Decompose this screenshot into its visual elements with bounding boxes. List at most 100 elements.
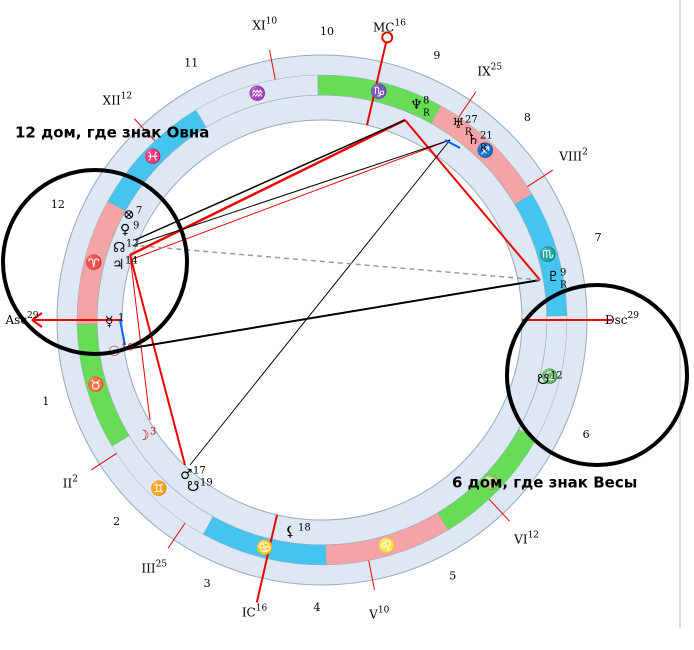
annotation: 6 дом, где знак Весы bbox=[452, 474, 637, 492]
house-number: 5 bbox=[449, 570, 456, 583]
cusp-name: IC bbox=[242, 605, 256, 619]
planet-degree: 21 bbox=[480, 131, 493, 142]
cusp-name: IX bbox=[477, 64, 491, 78]
sign-glyph: ♉ bbox=[87, 376, 104, 393]
house-cusp bbox=[269, 49, 276, 80]
sign-glyph: ♓ bbox=[144, 148, 161, 165]
aspects bbox=[119, 118, 541, 466]
retrograde: R bbox=[480, 144, 487, 154]
planet-degree: 1 bbox=[118, 313, 124, 324]
house-cusp bbox=[368, 560, 375, 591]
house-cusp-label: VIII2 bbox=[558, 147, 588, 163]
cusp-degree: 2 bbox=[72, 474, 78, 484]
house-number: 8 bbox=[524, 111, 531, 124]
cusp-degree: 29 bbox=[628, 311, 640, 321]
aspect-line bbox=[129, 244, 541, 281]
cusp-degree: 10 bbox=[378, 605, 390, 615]
cusp-name: MC bbox=[373, 20, 394, 34]
house-number: 7 bbox=[595, 231, 602, 244]
house-cusp bbox=[255, 514, 278, 603]
house-cusp-label: IC16 bbox=[242, 603, 268, 619]
cusp-name: VI bbox=[513, 532, 528, 546]
planet-degree: 3 bbox=[150, 427, 156, 438]
planet-glyph: ♆ bbox=[410, 97, 423, 113]
cusp-name: III bbox=[141, 561, 155, 575]
house-cusp-label: Dsc29 bbox=[605, 311, 639, 327]
inner-disc bbox=[121, 119, 523, 521]
aspect-line bbox=[129, 118, 406, 257]
highlight-circle bbox=[505, 283, 689, 467]
planet-glyph: ♅ bbox=[452, 116, 465, 132]
aspect-line bbox=[119, 279, 541, 351]
sign-glyph: ♊ bbox=[150, 480, 167, 497]
planet-degree: 12 bbox=[126, 239, 139, 250]
house-number: 11 bbox=[184, 56, 198, 69]
asc-arrow bbox=[31, 312, 43, 328]
zodiac-segment bbox=[107, 109, 207, 212]
house-cusp-label: MC16 bbox=[373, 18, 406, 34]
planet-degree: 7 bbox=[136, 206, 142, 217]
house-cusp-label: III25 bbox=[141, 559, 167, 575]
aspect-line bbox=[404, 119, 541, 281]
planet-degree: 14 bbox=[125, 256, 138, 267]
house-cusp-label: XI10 bbox=[252, 16, 277, 32]
cusp-name: XI bbox=[252, 18, 266, 32]
planet-glyph: ♀ bbox=[120, 222, 130, 238]
sign-glyph: ♌ bbox=[378, 537, 395, 554]
cusp-name: V bbox=[368, 607, 378, 621]
cusp-degree: 25 bbox=[156, 559, 168, 569]
rings bbox=[31, 31, 612, 603]
planet-degree: 19 bbox=[200, 478, 213, 489]
retrograde: R bbox=[465, 128, 472, 138]
planet-degree: 12 bbox=[550, 371, 563, 382]
sign-glyph: ♏ bbox=[539, 246, 556, 263]
planet-glyph: ⊗ bbox=[123, 207, 135, 223]
house-number: 6 bbox=[583, 428, 590, 441]
planet-degree: 17 bbox=[193, 466, 206, 477]
mc-marker bbox=[381, 31, 394, 44]
house-cusp-label: XII12 bbox=[103, 91, 132, 107]
house-number: 9 bbox=[433, 49, 440, 62]
planet-glyph: ☽ bbox=[137, 428, 150, 444]
house-cusp bbox=[167, 522, 186, 549]
cusp-name: II bbox=[63, 476, 73, 490]
sign-glyph: ♑ bbox=[370, 83, 387, 100]
house-cusp bbox=[527, 169, 553, 187]
annotation: 12 дом, где знак Овна bbox=[15, 124, 209, 142]
sign-glyph: ♐ bbox=[477, 142, 494, 159]
cusp-degree: 10 bbox=[266, 16, 278, 26]
planet-degree: 27 bbox=[465, 115, 478, 126]
planet-degree: 9 bbox=[560, 268, 566, 279]
planet-glyph: ⚸ bbox=[285, 524, 295, 540]
house-cusp-label: VI12 bbox=[513, 530, 539, 546]
cusp-degree: 12 bbox=[528, 530, 539, 540]
planet-glyph: ♇ bbox=[547, 269, 560, 285]
sign-glyph: ♋ bbox=[256, 539, 273, 556]
planet-glyph: ☿ bbox=[105, 314, 114, 330]
planet-glyph: ♃ bbox=[112, 257, 125, 273]
retrograde: R bbox=[423, 109, 430, 119]
planet-glyph: ☊ bbox=[113, 240, 125, 256]
cusp-degree: 12 bbox=[121, 91, 132, 101]
house-cusp bbox=[366, 37, 389, 126]
cusp-name: VIII bbox=[558, 149, 582, 163]
conjunction-mark bbox=[444, 139, 461, 149]
house-number: 3 bbox=[204, 577, 211, 590]
cusp-degree: 2 bbox=[582, 147, 588, 157]
house-number: 1 bbox=[42, 395, 49, 408]
sign-glyph: ♒ bbox=[249, 85, 266, 102]
planet-glyph: ♄ bbox=[467, 132, 480, 148]
house-number: 2 bbox=[113, 515, 120, 528]
highlight-circle bbox=[1, 168, 189, 356]
planet-degree: 9 bbox=[133, 221, 139, 232]
sign-glyph: ♈ bbox=[85, 254, 102, 271]
conjunction-mark bbox=[119, 319, 126, 346]
house-cusp-label: IX25 bbox=[477, 62, 502, 78]
cusp-degree: 16 bbox=[394, 18, 406, 28]
aspect-line bbox=[189, 139, 451, 466]
aspect-line bbox=[134, 119, 406, 241]
planet-glyph: ☋ bbox=[187, 479, 199, 495]
house-number: 4 bbox=[313, 601, 320, 614]
